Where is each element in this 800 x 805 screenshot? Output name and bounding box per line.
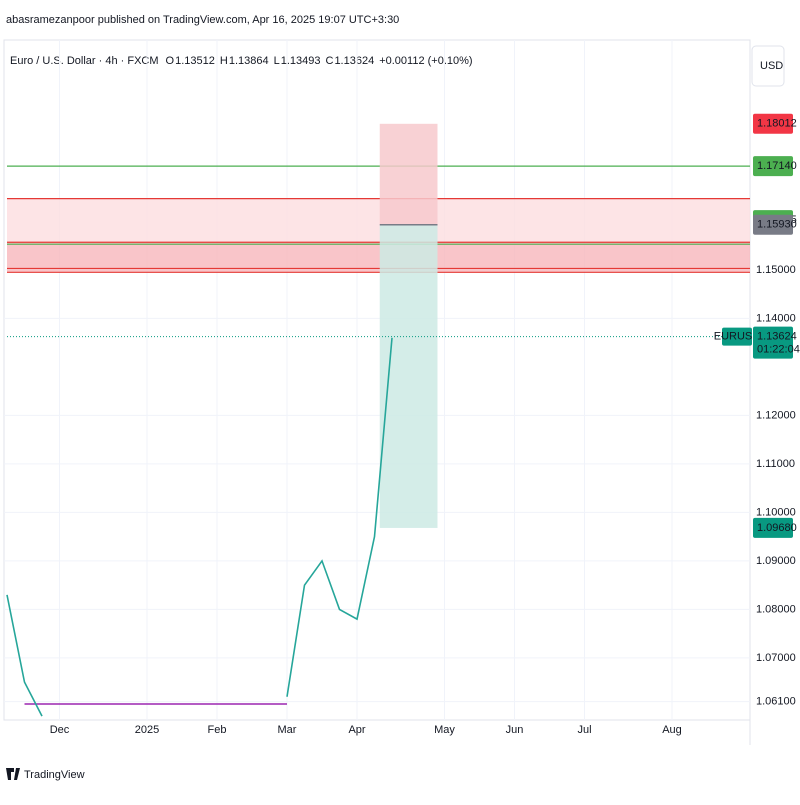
zone <box>7 242 750 273</box>
logo <box>6 768 20 780</box>
y-tick-label: 1.11000 <box>756 458 795 470</box>
footer-brand: TradingView <box>24 769 85 781</box>
price-badge <box>753 156 793 177</box>
symbol-badge <box>722 327 752 346</box>
price-badge <box>753 113 793 134</box>
y-tick-label: 1.12000 <box>756 409 796 421</box>
position-loss <box>379 123 438 225</box>
price-badge-label: 1.18012 <box>757 118 797 130</box>
currency-label[interactable]: USD <box>760 60 783 72</box>
y-tick-label: 1.06100 <box>756 695 796 707</box>
currency-button[interactable] <box>751 45 785 87</box>
legend-value: 1.13512 <box>175 55 215 67</box>
x-tick-label: May <box>434 724 455 736</box>
x-tick-label: Dec <box>50 724 70 736</box>
countdown: 01:22:04 <box>757 344 800 356</box>
legend-key: H <box>220 55 228 67</box>
x-tick-label: Feb <box>208 724 227 736</box>
symbol-label: EURUSD <box>714 331 761 343</box>
price-badge-label: 1.09680 <box>757 522 797 534</box>
legend: Euro / U.S. Dollar · 4h · FXCM O 1.13512 H 1… <box>10 55 473 67</box>
legend-key: C <box>325 55 333 67</box>
price-line <box>6 594 43 717</box>
price-badge-label: 1.15930 <box>757 219 797 231</box>
plot-frame <box>3 39 751 721</box>
price-badge <box>753 517 793 538</box>
price-badge-label: 1.17140 <box>757 160 797 172</box>
legend-value: 1.13864 <box>229 55 269 67</box>
zone <box>7 198 750 243</box>
y-tick-label: 1.15000 <box>756 264 796 276</box>
legend-key: L <box>274 55 280 67</box>
legend-value: 1.13493 <box>281 55 321 67</box>
price-line <box>286 337 393 697</box>
x-tick-label: Jul <box>577 724 591 736</box>
legend-symbol: Euro / U.S. Dollar · 4h · FXCM <box>10 55 159 67</box>
y-tick-label: 1.14000 <box>756 312 796 324</box>
y-tick-label: 1.10000 <box>756 506 796 518</box>
publisher: abasramezanpoor published on TradingView… <box>6 14 399 26</box>
legend-key: O <box>166 55 175 67</box>
x-tick-label: Aug <box>662 724 682 736</box>
last-price-badge <box>753 326 793 359</box>
y-tick-label: 1.07000 <box>756 652 796 664</box>
x-tick-label: Apr <box>348 724 365 736</box>
x-tick-label: 2025 <box>135 724 159 736</box>
y-tick-label: 1.09000 <box>756 555 796 567</box>
legend-value: 1.13624 <box>334 55 374 67</box>
price-badge <box>753 214 793 235</box>
x-tick-label: Jun <box>506 724 524 736</box>
legend-change: +0.00112 (+0.10%) <box>379 55 472 67</box>
last-price-label: 1.13624 <box>757 331 797 343</box>
x-tick-label: Mar <box>278 724 297 736</box>
y-tick-label: 1.08000 <box>756 603 796 615</box>
